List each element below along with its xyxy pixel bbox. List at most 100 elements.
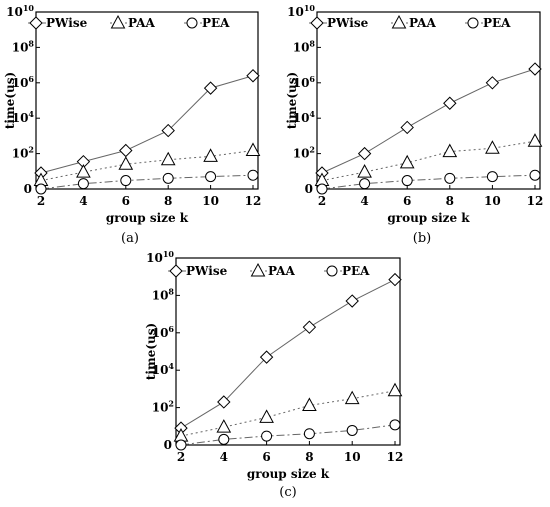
legend-label-pwise: PWise — [186, 264, 228, 278]
series-line-pea — [321, 174, 536, 190]
data-point-pwise — [302, 320, 317, 334]
data-point-paa — [203, 148, 218, 162]
data-point-pea — [316, 183, 328, 195]
y-axis-label: time(us) — [285, 72, 299, 129]
x-tick-label: 6 — [262, 450, 270, 464]
x-tick-label: 2 — [177, 450, 185, 464]
data-point-paa — [245, 142, 261, 156]
data-point-pwise — [345, 294, 359, 308]
panel-label: (c) — [279, 485, 296, 500]
x-tick-label: 8 — [164, 194, 172, 208]
y-tick-label: 108 — [293, 38, 316, 54]
data-point-paa — [302, 397, 317, 411]
x-tick-label: 4 — [79, 194, 87, 208]
x-tick-label: 10 — [202, 194, 219, 208]
data-point-paa — [442, 143, 458, 158]
data-point-pea — [218, 433, 230, 445]
data-point-pwise — [246, 69, 260, 83]
data-point-pwise — [203, 81, 218, 95]
x-axis-label: group size k — [247, 467, 330, 481]
data-point-paa — [344, 390, 360, 405]
plot-frame — [35, 11, 259, 190]
panel-label: (a) — [121, 231, 139, 246]
plot-frame — [175, 257, 401, 446]
data-point-pwise — [485, 76, 500, 90]
y-tick-label: 102 — [152, 399, 174, 415]
data-point-paa — [216, 419, 232, 433]
chart-panel-3: 0 102 104 106 108 1010 2 4 6 8 10 12 group size k tim… — [144, 249, 403, 500]
series-line-paa — [40, 149, 254, 182]
x-tick-label: 8 — [446, 194, 454, 208]
data-point-pwise — [400, 120, 414, 135]
data-point-pea — [401, 175, 413, 187]
data-point-paa — [399, 154, 415, 169]
y-tick-label: 104 — [152, 361, 175, 377]
x-tick-label: 12 — [245, 194, 262, 208]
y-tick-label: 1010 — [146, 249, 174, 265]
plot-frame — [316, 11, 541, 190]
y-tick-label: 108 — [12, 38, 35, 54]
legend-marker-pea — [326, 265, 338, 277]
legend-label-pea: PEA — [342, 264, 370, 278]
legend-label-pea: PEA — [202, 16, 230, 30]
series-line-pwise — [40, 75, 254, 174]
series-line-pwise — [180, 279, 396, 429]
data-point-paa — [76, 164, 91, 178]
legend-label-pwise: PWise — [327, 16, 369, 30]
data-point-pea — [444, 172, 456, 184]
y-tick-label: 106 — [12, 74, 35, 90]
data-point-pwise — [119, 143, 133, 158]
data-point-pwise — [357, 146, 372, 161]
x-tick-label: 8 — [305, 450, 313, 464]
x-tick-label: 2 — [318, 194, 326, 208]
x-axis-label: group size k — [106, 211, 189, 225]
data-point-paa — [160, 151, 176, 166]
data-point-pea — [346, 424, 358, 436]
y-tick-label: 106 — [152, 324, 175, 340]
data-point-pea — [205, 171, 217, 183]
y-tick-label: 0 — [164, 438, 172, 452]
chart-panel-1: 0 102 104 106 108 1010 2 4 6 8 10 12 group size k tim… — [3, 3, 261, 246]
y-tick-label: 108 — [152, 286, 175, 302]
x-axis-label: group size k — [387, 211, 470, 225]
y-axis-label: time(us) — [144, 323, 158, 380]
y-axis-label: time(us) — [3, 72, 17, 129]
data-point-pwise — [388, 272, 402, 287]
legend-marker-pwise — [310, 16, 324, 30]
data-point-pwise — [217, 395, 231, 409]
x-tick-label: 12 — [527, 194, 544, 208]
data-point-pea — [389, 419, 401, 431]
legend-marker-paa — [250, 262, 266, 277]
y-tick-label: 104 — [293, 109, 316, 125]
data-point-pea — [529, 169, 541, 181]
series-line-pwise — [321, 68, 536, 174]
x-tick-label: 4 — [220, 450, 228, 464]
x-tick-label: 6 — [122, 194, 130, 208]
x-tick-label: 2 — [37, 194, 45, 208]
legend-marker-paa — [110, 14, 126, 29]
y-tick-label: 1010 — [287, 3, 315, 19]
chart-panel-2: 0 102 104 106 108 1010 2 4 6 8 10 12 group size k tim… — [285, 3, 543, 246]
data-point-pwise — [528, 62, 542, 76]
y-tick-label: 1010 — [6, 3, 34, 19]
series-line-paa — [180, 390, 396, 437]
x-tick-label: 12 — [387, 450, 404, 464]
data-point-pea — [77, 178, 89, 190]
x-tick-label: 10 — [344, 450, 361, 464]
data-point-pea — [120, 175, 132, 187]
data-point-pea — [35, 183, 47, 195]
y-tick-label: 106 — [293, 74, 316, 90]
data-point-pea — [359, 178, 371, 190]
y-tick-label: 0 — [305, 182, 313, 196]
legend-marker-pea — [467, 17, 479, 29]
data-point-paa — [357, 164, 372, 178]
legend-label-paa: PAA — [409, 16, 436, 30]
data-point-paa — [485, 140, 500, 154]
legend-marker-pwise — [169, 264, 183, 278]
y-tick-label: 102 — [12, 145, 34, 161]
data-point-paa — [387, 382, 403, 397]
data-point-pwise — [443, 96, 457, 110]
y-tick-label: 104 — [12, 109, 35, 125]
legend-marker-pwise — [29, 16, 43, 30]
